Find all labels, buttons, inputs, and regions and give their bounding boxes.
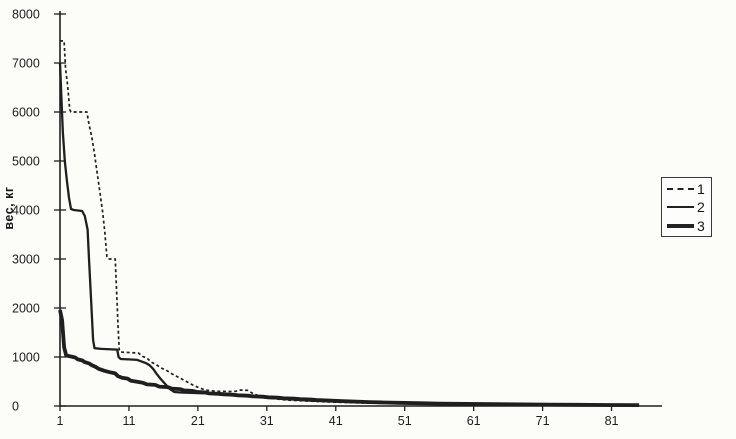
y-tick-label: 6000	[12, 106, 40, 120]
series-2-line	[58, 62, 640, 407]
y-tick-label: 3000	[12, 253, 40, 267]
y-tick-label: 7000	[12, 57, 40, 71]
legend-label-1: 1	[697, 180, 705, 197]
x-tick-label: 41	[329, 414, 343, 428]
x-tick-label: 11	[122, 414, 135, 428]
legend-entry-2: 2	[667, 198, 711, 216]
y-tick-label: 5000	[12, 155, 40, 169]
series-3-line	[58, 309, 640, 407]
legend-solid-line-sample	[667, 206, 694, 208]
y-tick-label: 2000	[12, 302, 40, 316]
x-tick-label: 81	[605, 414, 619, 428]
x-tick-label: 1	[57, 414, 64, 428]
legend-entry-1: 1	[667, 180, 711, 198]
x-tick-label: 61	[467, 414, 481, 428]
y-tick-label: 8000	[12, 8, 40, 22]
x-tick-label: 51	[398, 414, 412, 428]
legend: 1 2 3	[661, 177, 712, 237]
legend-entry-3: 3	[667, 217, 711, 235]
legend-label-3: 3	[697, 217, 705, 234]
y-tick-label: 0	[12, 400, 19, 414]
legend-dashed-line-sample	[667, 187, 694, 190]
x-tick-label: 31	[260, 414, 274, 428]
x-tick-label: 71	[536, 414, 550, 428]
series-1-line	[60, 40, 640, 406]
y-tick-label: 4000	[12, 204, 40, 218]
y-tick-label: 1000	[12, 351, 40, 365]
y-axis-title: вес, кг	[2, 186, 16, 230]
x-tick-label: 21	[191, 414, 205, 428]
legend-thick-line-sample	[667, 223, 694, 228]
legend-label-2: 2	[697, 199, 705, 215]
